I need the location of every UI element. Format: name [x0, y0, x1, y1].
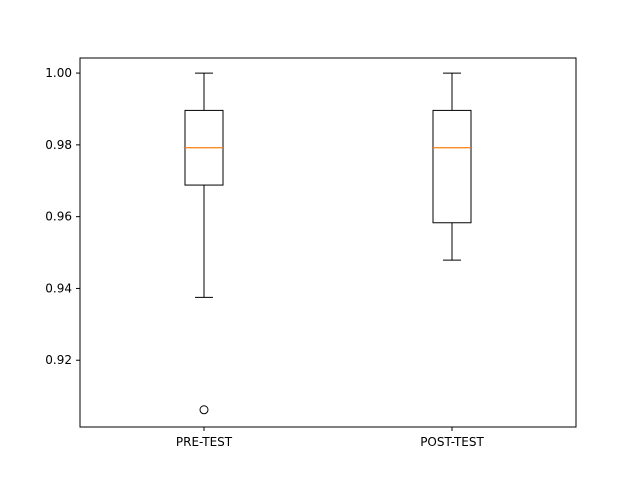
x-axis: PRE-TEST POST-TEST	[176, 427, 484, 449]
y-tick-label: 1.00	[45, 66, 72, 80]
outlier-point	[199, 405, 209, 415]
y-tick-label: 0.98	[45, 138, 72, 152]
x-tick-label: PRE-TEST	[176, 435, 233, 449]
x-tick-label: POST-TEST	[420, 435, 484, 449]
plot-area	[79, 57, 577, 428]
box-pre-test	[184, 72, 224, 415]
y-tick-label: 0.92	[45, 353, 72, 367]
y-tick-label: 0.96	[45, 210, 72, 224]
box-series	[184, 72, 472, 415]
y-axis: 0.92 0.94 0.96 0.98 1.00	[45, 66, 80, 367]
box-body	[432, 109, 472, 224]
y-tick-label: 0.94	[45, 281, 72, 295]
box-post-test	[432, 72, 472, 261]
